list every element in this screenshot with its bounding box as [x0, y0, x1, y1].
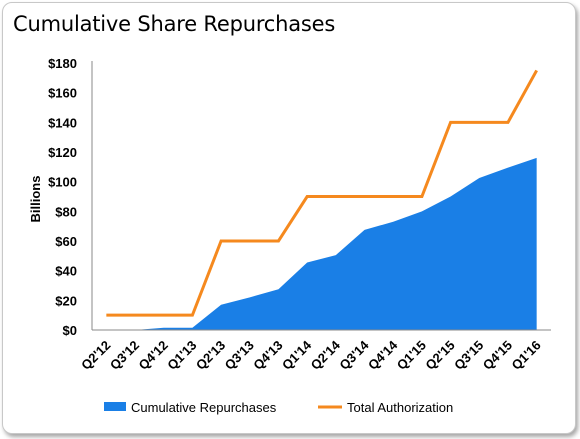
series-area-cumulative-repurchases [106, 157, 537, 330]
y-axis-ticks: $0 $20 $40 $60 $80 $100 $120 $140 $160 $180 [48, 56, 77, 338]
legend-label: Cumulative Repurchases [131, 400, 277, 415]
x-tick-label: Q3'15 [451, 338, 486, 373]
x-tick-label: Q3'13 [222, 338, 257, 373]
legend-swatch-area [104, 402, 126, 411]
x-tick-label: Q2'13 [193, 338, 228, 373]
x-tick-label: Q2'12 [78, 338, 113, 373]
x-tick-label: Q4'15 [480, 338, 515, 373]
x-tick-label: Q1'15 [394, 338, 429, 373]
x-tick-label: Q3'12 [107, 338, 142, 373]
x-tick-label: Q1'13 [164, 338, 199, 373]
x-tick-label: Q4'12 [136, 338, 171, 373]
y-tick-label: $120 [48, 145, 77, 160]
chart-title: Cumulative Share Repurchases [13, 12, 336, 36]
x-tick-label: Q4'14 [365, 337, 401, 373]
x-tick-label: Q3'14 [336, 337, 372, 373]
y-tick-label: $140 [48, 115, 77, 130]
y-tick-label: $180 [48, 56, 77, 71]
x-tick-label: Q4'13 [250, 338, 285, 373]
legend-label: Total Authorization [347, 400, 453, 415]
x-tick-label: Q1'14 [279, 337, 315, 373]
y-tick-label: $20 [55, 293, 77, 308]
y-tick-label: $40 [55, 264, 77, 279]
plot-area [91, 61, 551, 331]
y-tick-label: $80 [55, 204, 77, 219]
x-tick-label: Q2'15 [422, 338, 457, 373]
y-tick-label: $0 [63, 323, 77, 338]
x-tick-label: Q1'16 [508, 338, 543, 373]
y-tick-label: $60 [55, 234, 77, 249]
y-tick-label: $100 [48, 175, 77, 190]
legend: Cumulative Repurchases Total Authorizatio… [104, 400, 453, 415]
series-line-total-authorization [106, 69, 538, 317]
y-axis-label: Billions [28, 176, 43, 223]
y-tick-label: $160 [48, 86, 77, 101]
x-axis-ticks: Q2'12Q3'12Q4'12Q1'13Q2'13Q3'13Q4'13Q1'14… [78, 337, 544, 373]
x-tick-label: Q2'14 [308, 337, 344, 373]
